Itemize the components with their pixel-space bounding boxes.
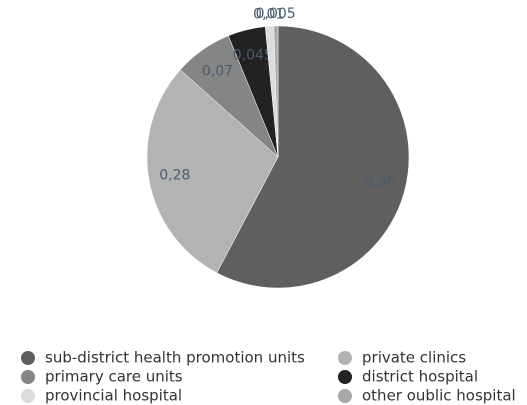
legend-swatch [21,351,35,365]
pie-slice [273,25,279,158]
legend-label: district hospital [362,368,478,386]
pie-slice [146,69,279,274]
slice-label: 0,56 [364,174,395,190]
legend-label: provincial hospital [45,387,182,405]
legend-swatch [21,389,35,403]
legend-label: sub-district health promotion units [45,349,305,367]
legend-label: primary care units [45,368,183,386]
legend-swatch [338,351,352,365]
legend-swatch [338,370,352,384]
legend-swatch [21,370,35,384]
pie-slice [216,25,410,289]
legend-label: private clinics [362,349,466,367]
legend-swatch [338,389,352,403]
slice-label: 0,045 [233,47,273,63]
slice-label: 0,005 [256,6,296,22]
legend-label: other oublic hospital [362,387,516,405]
slice-label: 0,28 [159,168,190,184]
slice-label: 0,01 [253,6,284,22]
slice-label: 0,07 [202,63,233,79]
